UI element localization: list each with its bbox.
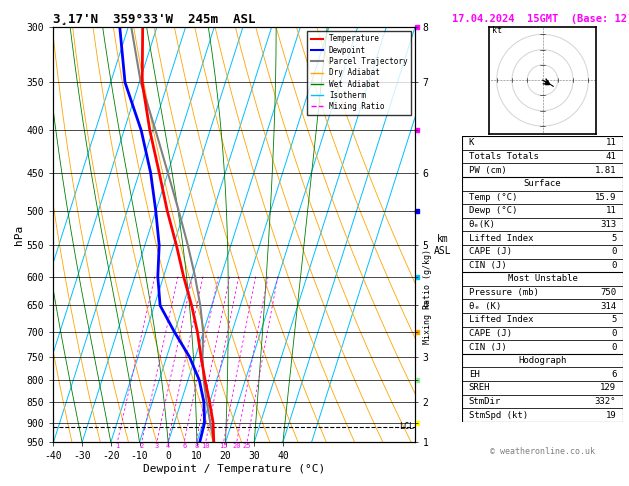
Text: 17.04.2024  15GMT  (Base: 12): 17.04.2024 15GMT (Base: 12) (452, 14, 629, 24)
Text: PW (cm): PW (cm) (469, 166, 506, 174)
Text: 129: 129 (600, 383, 616, 392)
Bar (462, 327, 623, 340)
Text: 11: 11 (606, 207, 616, 215)
Text: Mixing Ratio (g/kg): Mixing Ratio (g/kg) (423, 249, 432, 344)
Text: 8: 8 (194, 443, 198, 450)
Text: 3: 3 (155, 443, 159, 450)
Text: 6: 6 (611, 370, 616, 379)
Text: 314: 314 (600, 302, 616, 311)
Bar (462, 136, 623, 150)
Text: Hodograph: Hodograph (518, 356, 567, 365)
Text: 25: 25 (243, 443, 252, 450)
Text: Lifted Index: Lifted Index (469, 315, 533, 324)
Text: 5: 5 (611, 315, 616, 324)
Text: K: K (469, 139, 474, 147)
Text: 15: 15 (220, 443, 228, 450)
Bar (462, 286, 623, 299)
Text: 5: 5 (611, 234, 616, 243)
Text: θₑ(K): θₑ(K) (469, 220, 496, 229)
Y-axis label: km
ASL: km ASL (434, 235, 452, 256)
Bar (462, 367, 623, 381)
Bar (462, 218, 623, 231)
Text: © weatheronline.co.uk: © weatheronline.co.uk (490, 447, 595, 456)
Bar (462, 163, 623, 177)
Legend: Temperature, Dewpoint, Parcel Trajectory, Dry Adiabat, Wet Adiabat, Isotherm, Mi: Temperature, Dewpoint, Parcel Trajectory… (308, 31, 411, 115)
Text: SREH: SREH (469, 383, 490, 392)
Y-axis label: hPa: hPa (14, 225, 24, 244)
Text: 0: 0 (611, 329, 616, 338)
Text: 332°: 332° (595, 397, 616, 406)
Bar (462, 245, 623, 259)
Text: 3¸17'N  359°33'W  245m  ASL: 3¸17'N 359°33'W 245m ASL (53, 13, 256, 26)
Text: θₑ (K): θₑ (K) (469, 302, 501, 311)
Text: 0: 0 (611, 261, 616, 270)
Bar (462, 177, 623, 191)
Text: 313: 313 (600, 220, 616, 229)
Text: Pressure (mb): Pressure (mb) (469, 288, 538, 297)
Bar (462, 313, 623, 327)
Bar (462, 299, 623, 313)
Text: 4: 4 (166, 443, 170, 450)
Text: kt: kt (492, 26, 502, 35)
Text: 15.9: 15.9 (595, 193, 616, 202)
Bar (462, 150, 623, 163)
Text: 1.81: 1.81 (595, 166, 616, 174)
Bar (462, 381, 623, 395)
Text: Temp (°C): Temp (°C) (469, 193, 517, 202)
Text: CIN (J): CIN (J) (469, 261, 506, 270)
Text: 750: 750 (600, 288, 616, 297)
Bar (462, 259, 623, 272)
Text: CAPE (J): CAPE (J) (469, 247, 512, 256)
Text: 6: 6 (182, 443, 186, 450)
Bar (462, 231, 623, 245)
Text: 0: 0 (611, 343, 616, 351)
Text: 20: 20 (232, 443, 241, 450)
Text: Dewp (°C): Dewp (°C) (469, 207, 517, 215)
Text: Surface: Surface (524, 179, 561, 188)
Text: EH: EH (469, 370, 479, 379)
Bar (462, 204, 623, 218)
Text: LCL: LCL (399, 422, 415, 431)
Bar (462, 272, 623, 286)
Text: Totals Totals: Totals Totals (469, 152, 538, 161)
Text: Lifted Index: Lifted Index (469, 234, 533, 243)
Text: 11: 11 (606, 139, 616, 147)
Text: CAPE (J): CAPE (J) (469, 329, 512, 338)
Text: StmDir: StmDir (469, 397, 501, 406)
Text: 10: 10 (201, 443, 210, 450)
Text: StmSpd (kt): StmSpd (kt) (469, 411, 528, 419)
Bar (462, 340, 623, 354)
Bar (462, 395, 623, 408)
Text: 2: 2 (140, 443, 144, 450)
Bar (462, 354, 623, 367)
Text: 0: 0 (611, 247, 616, 256)
Text: 1: 1 (115, 443, 120, 450)
Text: Most Unstable: Most Unstable (508, 275, 577, 283)
Text: CIN (J): CIN (J) (469, 343, 506, 351)
Text: 41: 41 (606, 152, 616, 161)
X-axis label: Dewpoint / Temperature (°C): Dewpoint / Temperature (°C) (143, 464, 325, 474)
Bar (462, 408, 623, 422)
Text: 19: 19 (606, 411, 616, 419)
Bar (462, 191, 623, 204)
